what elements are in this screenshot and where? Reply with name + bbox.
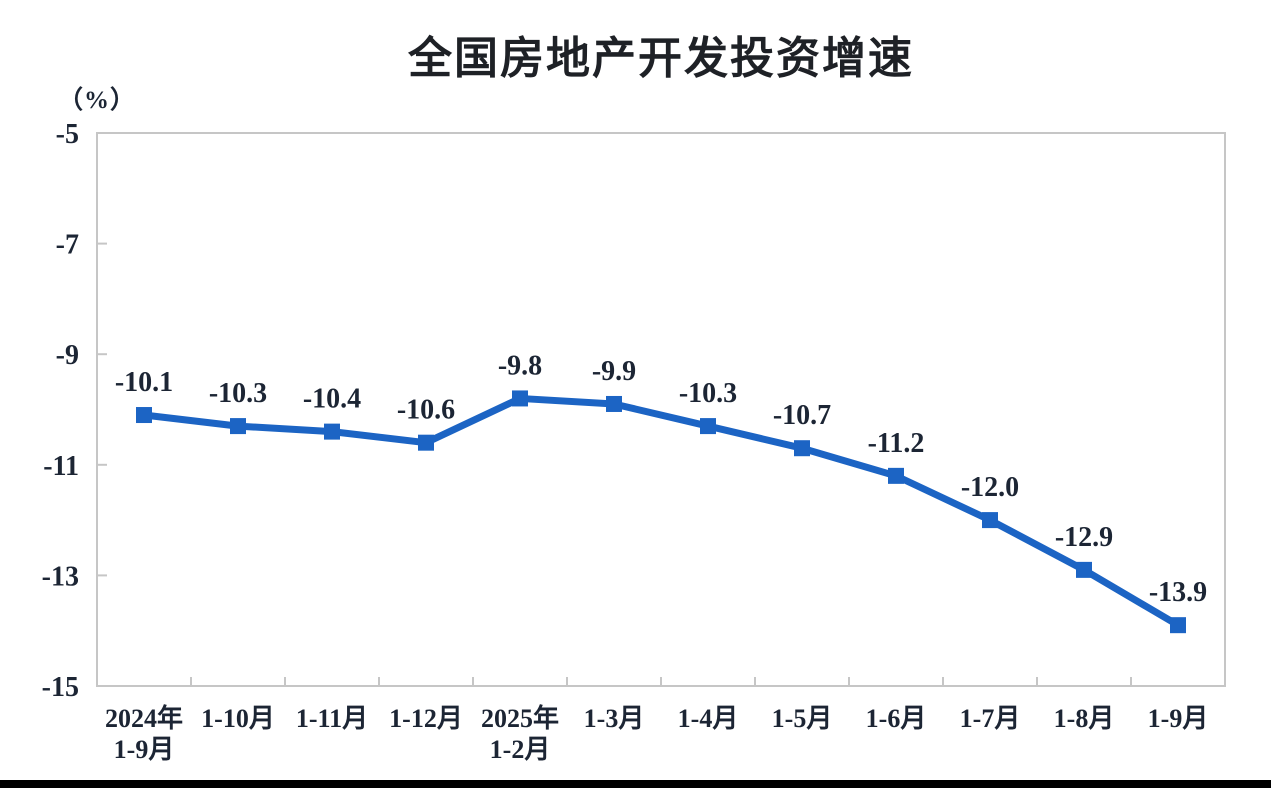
data-point-marker (512, 390, 528, 407)
data-label: -13.9 (1149, 577, 1207, 608)
data-label: -10.3 (679, 378, 737, 409)
x-axis-tick-label: 1-5月 (772, 704, 833, 733)
data-point-marker (888, 467, 904, 484)
data-label: -9.9 (592, 356, 636, 387)
x-axis-tick-label: 2025年 (481, 703, 559, 733)
data-point-marker (136, 407, 152, 424)
data-label: -10.6 (397, 395, 455, 426)
bottom-bar (0, 780, 1271, 788)
x-axis-tick-label: 1-11月 (296, 704, 368, 733)
x-axis-tick-label: 1-6月 (866, 704, 927, 733)
y-axis-unit-label: （%） (58, 87, 137, 114)
data-label: -10.3 (209, 378, 267, 409)
data-label: -10.4 (303, 384, 361, 415)
data-point-marker (1170, 617, 1186, 634)
data-point-marker (982, 512, 998, 529)
data-point-marker (794, 440, 810, 457)
data-point-marker (418, 434, 434, 451)
data-point-marker (324, 423, 340, 440)
y-axis-tick-label: -5 (56, 119, 79, 150)
x-axis-tick-label: 1-9月 (114, 735, 175, 764)
x-axis-tick-label: 1-4月 (678, 704, 739, 733)
x-axis-tick-label: 1-7月 (960, 704, 1021, 733)
x-axis-tick-label: 1-12月 (389, 704, 463, 733)
x-axis-tick-label: 1-8月 (1054, 704, 1115, 733)
y-axis-tick-label: -11 (43, 451, 79, 482)
y-axis-tick-label: -13 (42, 561, 79, 592)
data-label: -10.7 (773, 400, 831, 431)
x-axis-tick-label: 2024年 (105, 703, 183, 733)
chart-title: 全国房地产开发投资增速 (408, 34, 914, 83)
plot-border (96, 132, 1226, 687)
data-point-marker (700, 418, 716, 435)
data-point-marker (1076, 561, 1092, 578)
x-axis-tick-label: 1-10月 (201, 704, 275, 733)
x-axis-tick-label: 1-2月 (490, 735, 551, 764)
y-axis-tick-label: -7 (56, 230, 79, 261)
data-label: -12.9 (1055, 522, 1113, 553)
data-label: -10.1 (115, 367, 173, 398)
y-axis-tick-label: -15 (42, 672, 79, 703)
data-label: -11.2 (868, 428, 925, 459)
data-point-marker (230, 418, 246, 435)
data-label: -12.0 (961, 472, 1019, 503)
x-axis-tick-label: 1-9月 (1148, 704, 1209, 733)
data-label: -9.8 (498, 350, 542, 381)
y-axis-tick-label: -9 (56, 340, 79, 371)
data-line (140, 394, 1182, 629)
x-axis-tick-label: 1-3月 (584, 704, 645, 733)
data-point-marker (606, 395, 622, 412)
